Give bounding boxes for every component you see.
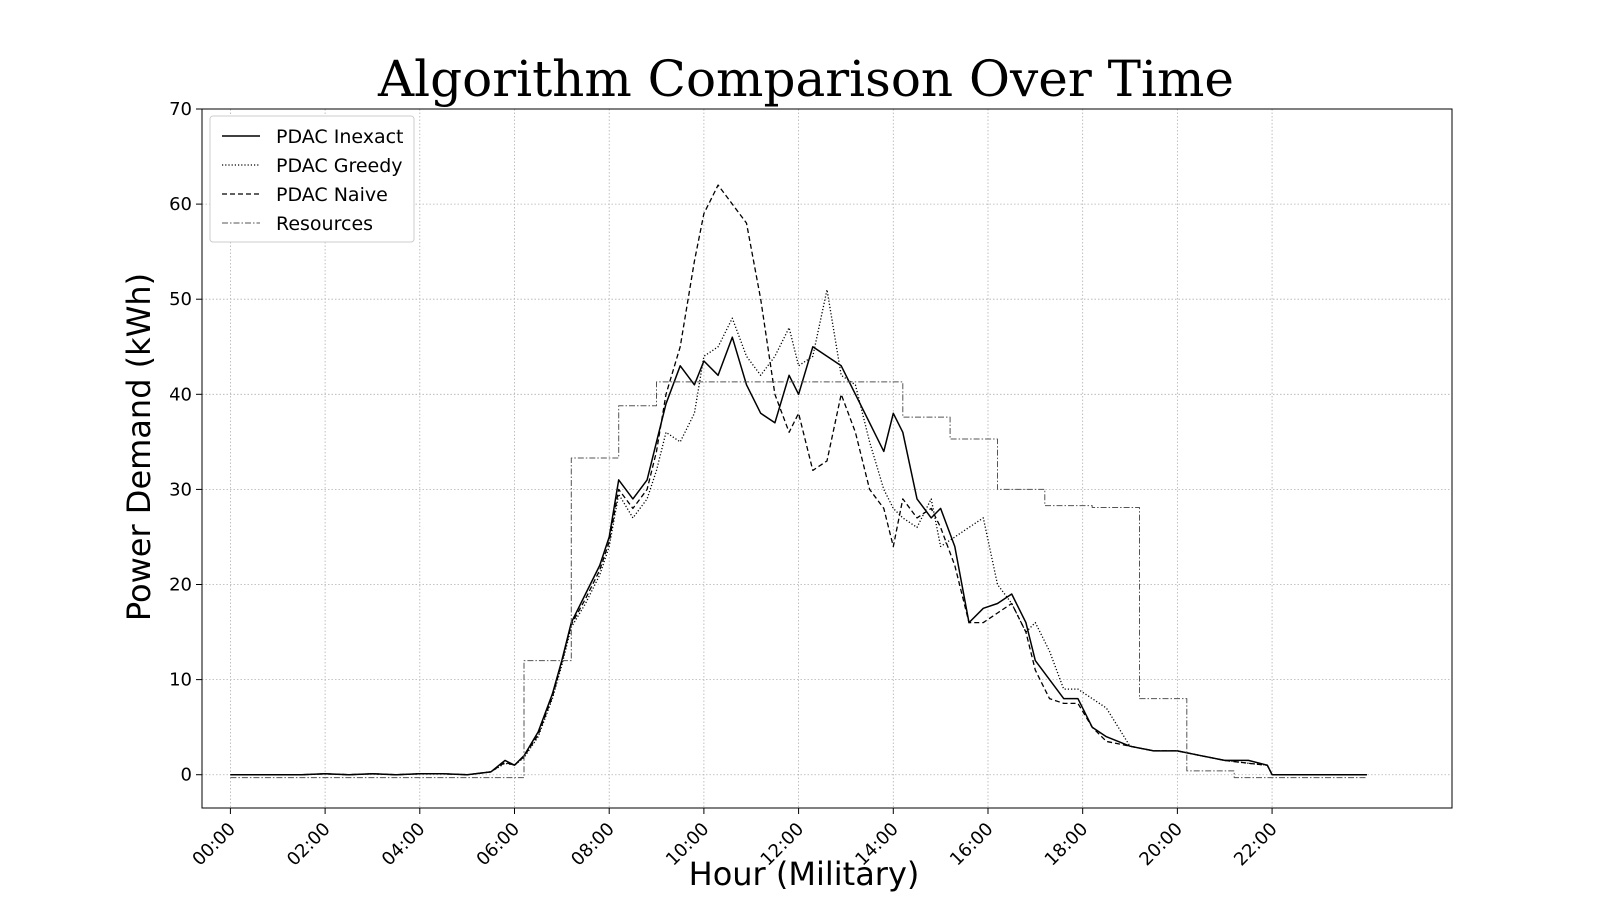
y-tick-label: 0 [181, 765, 192, 786]
series-line-pdac-naive [230, 184, 1367, 776]
x-tick-label: 22:00 [1230, 819, 1282, 871]
series-lines [230, 184, 1367, 779]
x-tick-label: 18:00 [1041, 819, 1093, 871]
legend-label: PDAC Naive [276, 184, 388, 206]
y-tick-label: 40 [169, 384, 192, 405]
series-line-pdac-inexact [230, 336, 1367, 776]
x-tick-label: 06:00 [473, 819, 525, 871]
chart-legend: PDAC Inexact PDAC Greedy PDAC Naive Resourc… [209, 115, 415, 243]
legend-label: PDAC Greedy [276, 155, 403, 177]
x-tick-label: 00:00 [188, 819, 240, 871]
legend-label: Resources [276, 213, 373, 235]
grid-lines [202, 108, 1452, 808]
x-axis-label: Hour (Military) [689, 855, 920, 893]
legend-box [209, 115, 415, 243]
x-tick-label: 16:00 [946, 819, 998, 871]
chart-title: Algorithm Comparison Over Time [377, 50, 1234, 108]
y-tick-label: 50 [169, 289, 192, 310]
y-tick-label: 60 [169, 194, 192, 215]
x-tick-label: 04:00 [378, 819, 430, 871]
legend-label: PDAC Inexact [276, 126, 404, 148]
x-tick-label: 08:00 [567, 819, 619, 871]
y-tick-label: 10 [169, 670, 192, 691]
y-tick-label: 30 [169, 479, 192, 500]
y-tick-label: 70 [169, 99, 192, 120]
plot-area-frame [201, 108, 1453, 809]
series-line-resources [230, 381, 1367, 779]
y-axis-label: Power Demand (kWh) [120, 273, 158, 621]
x-tick-label: 20:00 [1135, 819, 1187, 871]
y-tick-label: 20 [169, 575, 192, 596]
x-tick-label: 02:00 [283, 819, 335, 871]
